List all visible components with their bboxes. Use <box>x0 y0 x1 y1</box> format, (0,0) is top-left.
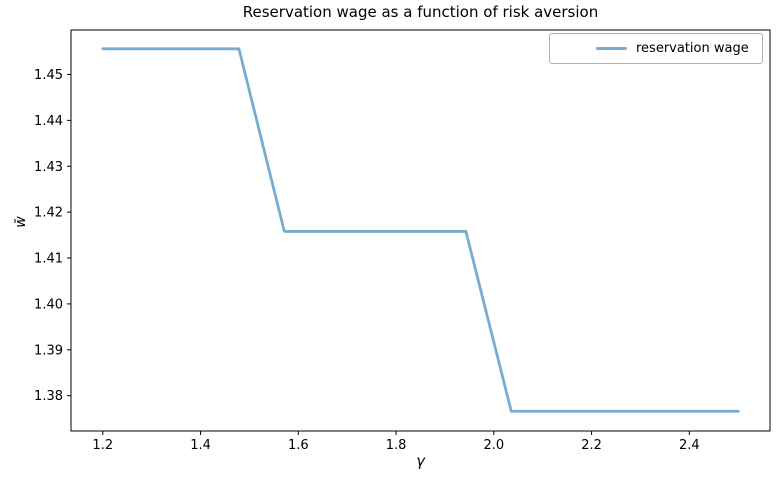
y-tick-label: 1.38 <box>34 389 63 404</box>
chart-title: Reservation wage as a function of risk a… <box>242 3 599 21</box>
legend: reservation wage <box>549 33 763 64</box>
axes-frame <box>70 29 771 432</box>
x-tick-label: 1.4 <box>190 438 211 453</box>
y-tick-label: 1.41 <box>34 252 63 267</box>
y-tick-label: 1.39 <box>34 343 63 358</box>
x-axis-label: γ <box>416 452 425 470</box>
x-tick-label: 2.4 <box>679 438 700 453</box>
y-tick-label: 1.45 <box>34 68 63 83</box>
x-tick-label: 1.2 <box>92 438 113 453</box>
x-tick-label: 1.8 <box>386 438 407 453</box>
legend-label: reservation wage <box>636 41 749 56</box>
x-tick-label: 1.6 <box>288 438 309 453</box>
reservation-wage-line <box>101 47 740 413</box>
y-tick-label: 1.42 <box>34 206 63 221</box>
y-tick-label: 1.40 <box>34 297 63 312</box>
x-tick-label: 2.0 <box>483 438 504 453</box>
x-tick-label: 2.2 <box>581 438 602 453</box>
y-axis-label: w̄ <box>13 216 29 228</box>
y-tick-label: 1.43 <box>34 160 63 175</box>
y-tick-label: 1.44 <box>34 114 63 129</box>
legend-line-sample-icon <box>596 47 627 50</box>
